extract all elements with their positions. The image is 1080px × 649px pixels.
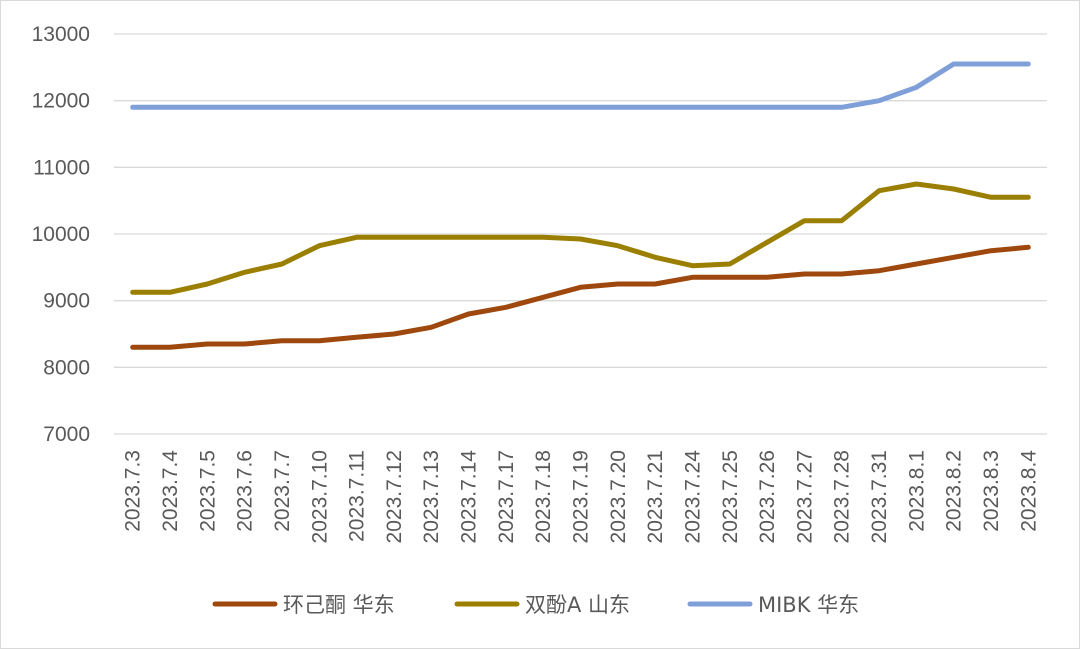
x-tick-label: 2023.7.20 [607, 450, 630, 543]
x-tick-label: 2023.7.14 [458, 450, 481, 544]
gridlines [114, 33, 1047, 435]
x-tick-label: 2023.8.3 [980, 450, 1003, 532]
x-tick-label: 2023.7.19 [570, 450, 593, 543]
x-tick-label: 2023.7.28 [831, 450, 854, 543]
x-tick-label: 2023.7.7 [271, 450, 294, 532]
x-tick-label: 2023.8.2 [943, 450, 966, 532]
legend: 环己酮 华东 双酚A 山东 MIBK 华东 [212, 593, 859, 617]
x-tick-label: 2023.7.6 [234, 450, 257, 532]
y-axis-labels: 7000 8000 9000 10000 11000 12000 13000 [32, 23, 90, 446]
y-tick-label: 7000 [43, 423, 90, 446]
x-tick-label: 2023.7.3 [122, 450, 145, 532]
x-tick-label: 2023.7.5 [196, 450, 219, 532]
x-tick-label: 2023.8.4 [1017, 450, 1040, 532]
x-axis-labels: 2023.7.3 2023.7.4 2023.7.5 2023.7.6 2023.7.7… [122, 450, 1041, 544]
y-tick-label: 13000 [32, 23, 90, 46]
y-tick-label: 8000 [43, 356, 90, 379]
x-tick-label: 2023.7.21 [644, 450, 667, 543]
series-line [130, 244, 1031, 350]
x-tick-label: 2023.7.24 [681, 450, 704, 544]
legend-label: 双酚A 山东 [525, 593, 630, 617]
x-tick-label: 2023.7.4 [159, 450, 182, 532]
x-tick-label: 2023.7.25 [719, 450, 742, 543]
x-tick-label: 2023.8.1 [905, 450, 928, 532]
series-line [130, 181, 1031, 295]
x-tick-label: 2023.7.27 [793, 450, 816, 543]
x-tick-label: 2023.7.11 [346, 450, 369, 542]
x-tick-label: 2023.7.18 [532, 450, 555, 543]
legend-label: 环己酮 华东 [283, 593, 395, 617]
y-tick-label: 12000 [32, 90, 90, 113]
x-tick-label: 2023.7.17 [495, 450, 518, 543]
x-tick-label: 2023.7.10 [308, 450, 331, 543]
series-lines [130, 61, 1031, 350]
x-tick-label: 2023.7.26 [756, 450, 779, 543]
y-tick-label: 10000 [32, 223, 90, 246]
series-line [130, 61, 1031, 110]
y-tick-label: 9000 [43, 290, 90, 313]
y-tick-label: 11000 [33, 156, 90, 179]
x-tick-label: 2023.7.31 [868, 450, 891, 543]
x-tick-label: 2023.7.12 [383, 450, 406, 543]
x-tick-label: 2023.7.13 [420, 450, 443, 543]
legend-label: MIBK 华东 [758, 593, 859, 617]
